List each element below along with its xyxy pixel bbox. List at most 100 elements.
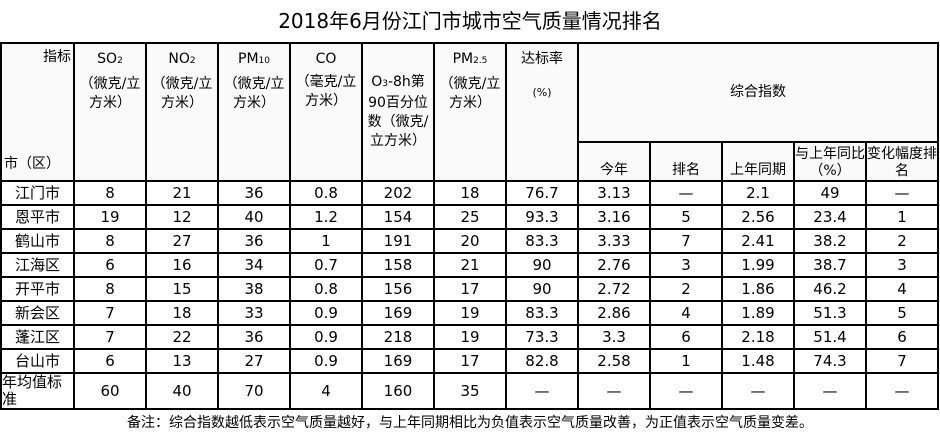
value-cell: — <box>577 372 651 410</box>
value-cell: 1.89 <box>721 300 795 326</box>
value-cell: 0.8 <box>289 276 363 302</box>
value-cell: 2 <box>865 228 939 254</box>
footnote: 备注：综合指数越低表示空气质量越好，与上年同期相比为负值表示空气质量改善，为正值… <box>127 415 813 431</box>
table-row: 开平市 8 15 38 0.8 156 17 90 2.72 2 1.86 46.2 4 <box>0 276 939 302</box>
value-cell: 74.3 <box>793 348 867 374</box>
value-cell: 3.3 <box>577 324 651 350</box>
header-pm10: PM10 （微克/立方米） <box>217 42 291 182</box>
header-co: CO （毫克/立方米） <box>289 42 363 182</box>
value-cell: 0.7 <box>289 252 363 278</box>
value-cell: 20 <box>433 228 507 254</box>
value-cell: 38.7 <box>793 252 867 278</box>
page-title: 2018年6月份江门市城市空气质量情况排名 <box>278 9 662 33</box>
value-cell: 2 <box>649 276 723 302</box>
value-cell: 70 <box>217 372 291 410</box>
value-cell: 15 <box>145 276 219 302</box>
value-cell: 1 <box>289 228 363 254</box>
value-cell: 25 <box>433 204 507 230</box>
value-cell: 6 <box>73 348 147 374</box>
value-cell: — <box>649 180 723 206</box>
value-cell: 1.2 <box>289 204 363 230</box>
value-cell: 4 <box>649 300 723 326</box>
table-row: 恩平市 19 12 40 1.2 154 25 93.3 3.16 5 2.56 23.4 1 <box>0 204 939 230</box>
value-cell: 27 <box>145 228 219 254</box>
value-cell: 40 <box>145 372 219 410</box>
value-cell: 1.48 <box>721 348 795 374</box>
value-cell: 1 <box>865 204 939 230</box>
city-cell: 新会区 <box>0 300 75 326</box>
value-cell: 19 <box>73 204 147 230</box>
value-cell: 82.8 <box>505 348 579 374</box>
header-o3: O3-8h第90百分位数（微克/立方米） <box>361 42 435 182</box>
city-cell: 江海区 <box>0 252 75 278</box>
value-cell: 0.9 <box>289 324 363 350</box>
value-cell: 1 <box>649 348 723 374</box>
header-this-year: 今年 <box>577 141 651 182</box>
header-rank: 排名 <box>649 141 723 182</box>
header-last-year: 上年同期 <box>721 141 795 182</box>
value-cell: 13 <box>145 348 219 374</box>
value-cell: 21 <box>433 252 507 278</box>
value-cell: 2.41 <box>721 228 795 254</box>
value-cell: 3 <box>865 252 939 278</box>
value-cell: 23.4 <box>793 204 867 230</box>
value-cell: 90 <box>505 252 579 278</box>
value-cell: — <box>793 372 867 410</box>
value-cell: 90 <box>505 276 579 302</box>
header-yoy: 与上年同比（%） <box>793 141 867 182</box>
city-cell: 开平市 <box>0 276 75 302</box>
value-cell: 49 <box>793 180 867 206</box>
value-cell: 36 <box>217 180 291 206</box>
value-cell: 1.86 <box>721 276 795 302</box>
table-row: 台山市 6 13 27 0.9 169 17 82.8 2.58 1 1.48 74.3 7 <box>0 348 939 374</box>
value-cell: 1.99 <box>721 252 795 278</box>
value-cell: 38 <box>217 276 291 302</box>
value-cell: 0.8 <box>289 180 363 206</box>
header-rate: 达标率 (%) <box>505 42 579 182</box>
value-cell: 19 <box>433 324 507 350</box>
value-cell: 2.86 <box>577 300 651 326</box>
value-cell: 6 <box>73 252 147 278</box>
table-row: 蓬江区 7 22 36 0.9 218 19 73.3 3.3 6 2.18 51.4 6 <box>0 324 939 350</box>
value-cell: 6 <box>649 324 723 350</box>
value-cell: 40 <box>217 204 291 230</box>
value-cell: 3.13 <box>577 180 651 206</box>
value-cell: — <box>649 372 723 410</box>
air-quality-table: 指标 市（区） SO2 （微克/立方米） NO2 （微克/立方米） PM10 （微克/… <box>0 41 939 410</box>
header-change-rank: 变化幅度排名 <box>865 141 939 182</box>
value-cell: 36 <box>217 228 291 254</box>
corner-header: 指标 市（区） <box>0 42 75 182</box>
value-cell: 73.3 <box>505 324 579 350</box>
value-cell: 18 <box>433 180 507 206</box>
city-cell: 年均值标准 <box>0 372 75 410</box>
city-cell: 蓬江区 <box>0 324 75 350</box>
value-cell: 4 <box>289 372 363 410</box>
value-cell: 16 <box>145 252 219 278</box>
value-cell: 8 <box>73 276 147 302</box>
value-cell: 8 <box>73 228 147 254</box>
value-cell: 218 <box>361 324 435 350</box>
header-no2: NO2 （微克/立方米） <box>145 42 219 182</box>
indicator-label: 指标 <box>43 49 71 65</box>
value-cell: — <box>505 372 579 410</box>
value-cell: 22 <box>145 324 219 350</box>
value-cell: 21 <box>145 180 219 206</box>
value-cell: 0.9 <box>289 348 363 374</box>
value-cell: 191 <box>361 228 435 254</box>
table-row: 鹤山市 8 27 36 1 191 20 83.3 3.33 7 2.41 38.2 2 <box>0 228 939 254</box>
value-cell: — <box>865 180 939 206</box>
value-cell: 2.72 <box>577 276 651 302</box>
city-cell: 江门市 <box>0 180 75 206</box>
value-cell: 2.58 <box>577 348 651 374</box>
value-cell: 35 <box>433 372 507 410</box>
value-cell: 17 <box>433 276 507 302</box>
city-cell: 恩平市 <box>0 204 75 230</box>
value-cell: 19 <box>433 300 507 326</box>
value-cell: 17 <box>433 348 507 374</box>
value-cell: 169 <box>361 300 435 326</box>
value-cell: 160 <box>361 372 435 410</box>
value-cell: 0.9 <box>289 300 363 326</box>
city-label: 市（区） <box>4 156 60 172</box>
header-composite: 综合指数 <box>577 41 939 144</box>
